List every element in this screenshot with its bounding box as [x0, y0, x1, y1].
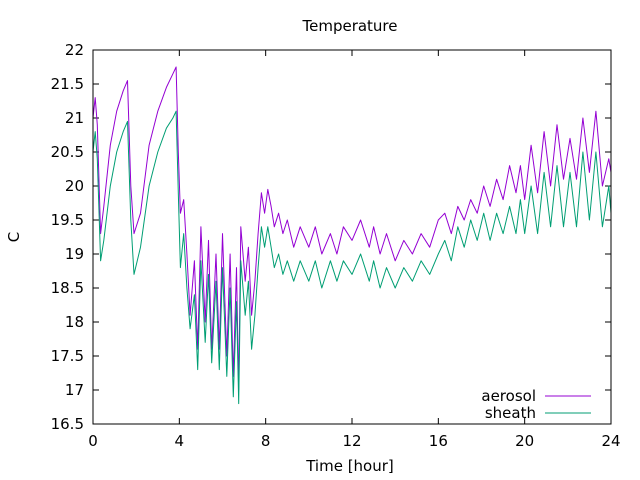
x-tick-label: 8 — [261, 432, 271, 450]
plot-frame — [92, 49, 612, 425]
y-tick-label: 19 — [65, 245, 84, 263]
series-line-sheath — [92, 110, 612, 405]
y-tick-label: 21.5 — [51, 75, 84, 93]
legend: aerosol sheath — [481, 387, 591, 422]
y-tick-label: 22 — [65, 41, 84, 59]
x-tick-label: 20 — [515, 432, 534, 450]
y-tick-label: 21 — [65, 109, 84, 127]
x-tick-label: 12 — [342, 432, 361, 450]
series-line-aerosol — [92, 66, 612, 391]
chart-title: Temperature — [301, 17, 397, 35]
y-tick-label: 20.5 — [51, 143, 84, 161]
y-tick-label: 19.5 — [51, 211, 84, 229]
x-tick-label: 16 — [429, 432, 448, 450]
legend-label-aerosol: aerosol — [481, 387, 536, 405]
x-tick-label: 4 — [175, 432, 185, 450]
legend-label-sheath: sheath — [485, 404, 536, 422]
y-tick-label: 16.5 — [51, 415, 84, 433]
y-tick-label: 17 — [65, 381, 84, 399]
x-axis-label: Time [hour] — [305, 457, 394, 475]
y-tick-label: 17.5 — [51, 347, 84, 365]
x-tick-label: 0 — [88, 432, 98, 450]
series-lines — [92, 66, 612, 405]
y-tick-label: 18.5 — [51, 279, 84, 297]
x-axis-ticks: 0 4 8 12 16 20 24 — [88, 50, 621, 450]
y-tick-label: 18 — [65, 313, 84, 331]
y-axis-label: C — [5, 232, 23, 242]
y-tick-label: 20 — [65, 177, 84, 195]
y-axis-ticks: 16.5 17 17.5 18 18.5 19 19.5 20 20.5 21 21.5 22 — [51, 41, 611, 433]
x-tick-label: 24 — [601, 432, 620, 450]
